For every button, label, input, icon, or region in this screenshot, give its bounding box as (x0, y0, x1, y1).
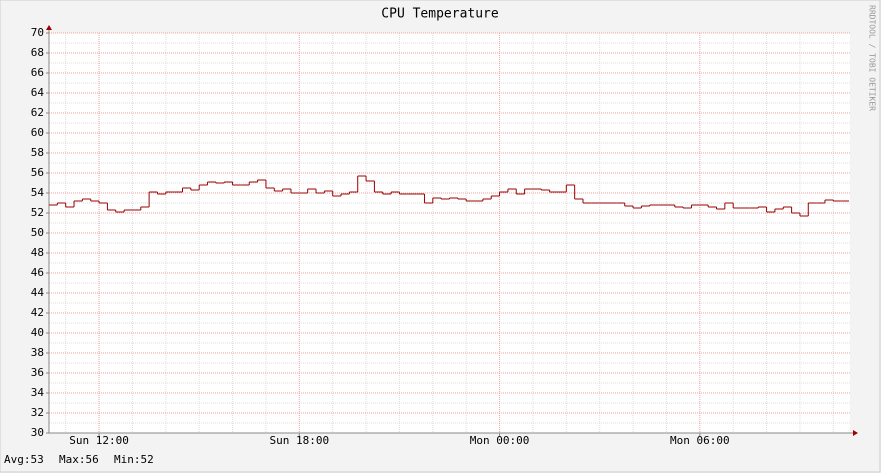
y-tick-label: 54 (31, 186, 45, 199)
x-tick-label: Mon 00:00 (470, 434, 530, 447)
y-tick-label: 56 (31, 166, 44, 179)
footer-stat: Avg:53 (4, 453, 44, 466)
y-tick-label: 52 (31, 206, 44, 219)
y-tick-label: 34 (31, 386, 45, 399)
y-tick-label: 40 (31, 326, 44, 339)
y-tick-label: 46 (31, 266, 44, 279)
y-tick-label: 38 (31, 346, 44, 359)
y-tick-label: 70 (31, 26, 44, 39)
y-tick-label: 62 (31, 106, 44, 119)
watermark: RRDTOOL / TOBI OETIKER (868, 5, 877, 111)
y-tick-label: 42 (31, 306, 44, 319)
x-axis-arrow (853, 430, 858, 436)
y-tick-label: 44 (31, 286, 45, 299)
x-tick-label: Sun 12:00 (69, 434, 129, 447)
x-tick-label: Mon 06:00 (670, 434, 730, 447)
y-tick-label: 50 (31, 226, 44, 239)
y-tick-label: 58 (31, 146, 44, 159)
x-tick-label: Sun 18:00 (270, 434, 330, 447)
y-tick-label: 64 (31, 86, 45, 99)
y-tick-label: 66 (31, 66, 44, 79)
y-tick-label: 30 (31, 426, 44, 439)
y-axis-arrow (46, 25, 52, 30)
y-tick-label: 32 (31, 406, 44, 419)
footer-stat: Max:56 (59, 453, 99, 466)
chart-title: CPU Temperature (381, 7, 499, 22)
y-tick-label: 48 (31, 246, 44, 259)
y-tick-label: 60 (31, 126, 44, 139)
y-tick-label: 36 (31, 366, 44, 379)
y-tick-label: 68 (31, 46, 44, 59)
footer-stat: Min:52 (114, 453, 154, 466)
